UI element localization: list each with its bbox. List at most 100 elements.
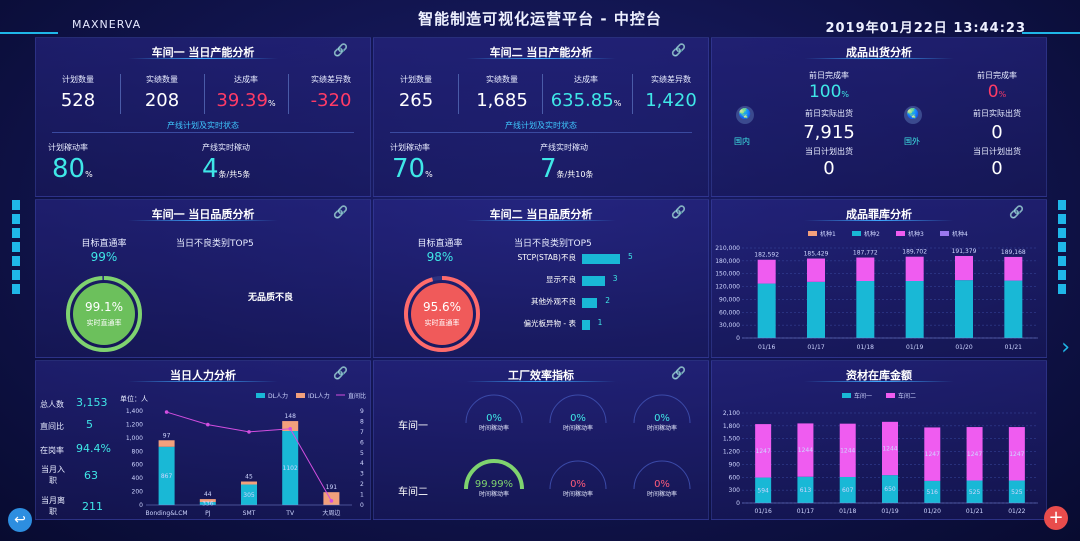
gauge-value: 0% [570, 413, 586, 424]
bar-idl [282, 421, 299, 432]
bar-inner-label: 336 [202, 501, 214, 508]
link-icon[interactable]: 🔗 [333, 43, 348, 57]
y2-tick-label: 6 [360, 439, 364, 446]
defect-value: 1 [597, 318, 603, 327]
q2-title: 车间二 当日品质分析 [489, 208, 593, 221]
gauge-value: 0% [486, 413, 502, 424]
bar-segment [955, 280, 973, 338]
target-label: 目标直通率 [417, 239, 463, 249]
divider [288, 74, 289, 114]
bar-idl [323, 492, 340, 505]
divider [632, 74, 633, 114]
direct-label: 直间比 [40, 422, 64, 431]
page-title: 智能制造可视化运营平台 - 中控台 [418, 10, 662, 28]
bar-top-label: 45 [245, 474, 253, 481]
link-icon[interactable]: 🔗 [1009, 205, 1024, 219]
bar-top-label: 97 [163, 432, 171, 439]
defect-value: 5 [628, 252, 633, 261]
bar-segment [755, 477, 772, 503]
header-line-right [1022, 0, 1080, 34]
x-tick-label: PJ [205, 510, 211, 517]
bar-segment-label: 525 [1011, 489, 1023, 496]
defect-name: 显示不良 [546, 275, 576, 284]
legend-label: 直间比 [348, 392, 366, 400]
gauge-value: 99.99% [475, 479, 513, 490]
legend-swatch [296, 393, 305, 398]
legend-label: 机种2 [864, 230, 880, 238]
gauge-label: 时间稼动率 [647, 490, 677, 498]
gauge-track [633, 394, 691, 424]
y-tick-label: 1,200 [126, 421, 143, 428]
title-underline [466, 220, 616, 221]
link-icon[interactable]: 🔗 [333, 366, 348, 380]
legend-label: 机种4 [952, 230, 968, 238]
gauge-track [549, 394, 607, 424]
y2-tick-label: 3 [360, 471, 364, 478]
bar-segment [856, 257, 875, 281]
util-value: 70% [392, 154, 433, 184]
divider [204, 74, 205, 114]
bar-segment-label: 1244 [798, 447, 813, 454]
legend-label: 车间一 [854, 392, 872, 400]
bar-segment-label: 1247 [925, 451, 940, 458]
q1-pct-label: 实时直通率 [86, 319, 122, 327]
y-tick-label: 800 [132, 448, 144, 455]
bar-total-label: 189,168 [1001, 249, 1026, 256]
next-page-chevron-icon[interactable]: › [1061, 335, 1070, 360]
legend-label: 车间二 [898, 392, 916, 400]
legend-label: IDL人力 [308, 392, 330, 400]
eff-title: 工厂效率指标 [508, 369, 574, 382]
link-icon[interactable]: 🔗 [671, 43, 686, 57]
link-icon[interactable]: 🔗 [671, 205, 686, 219]
in-value: 63 [84, 469, 98, 482]
total-label: 总人数 [40, 400, 64, 409]
bar-segment-label: 1247 [1009, 451, 1024, 458]
y-tick-label: 200 [132, 489, 144, 496]
l-plan-label: 当日计划出货 [805, 147, 853, 156]
eff-gauges: 0%时间稼动率0%时间稼动率0%时间稼动率99.99%时间稼动率0%时间稼动率0… [464, 394, 691, 498]
defect-row: 显示不良 3 [474, 274, 704, 288]
gauge-label: 时间稼动率 [479, 424, 509, 432]
domestic-label: 国内 [734, 137, 750, 146]
util-unit: % [85, 170, 93, 179]
y-tick-label: 2,100 [723, 410, 740, 417]
title-underline [128, 220, 278, 221]
y-tick-label: 1,200 [723, 449, 740, 456]
title-underline [804, 381, 954, 382]
link-icon[interactable]: 🔗 [333, 205, 348, 219]
y2-tick-label: 9 [360, 408, 364, 415]
link-icon[interactable]: 🔗 [671, 366, 686, 380]
bar-dl [158, 446, 175, 505]
total-value: 3,153 [76, 396, 108, 409]
ship-title: 成品出货分析 [846, 46, 912, 59]
actual-label: 实绩数量 [146, 75, 178, 84]
back-icon[interactable]: ↩ [8, 508, 32, 532]
bar-segment [797, 423, 814, 477]
bar-segment [955, 255, 973, 281]
r-rate-unit: % [998, 90, 1007, 99]
gauge-label: 时间稼动率 [563, 490, 593, 498]
bar-dl [241, 484, 257, 505]
y-tick-label: 600 [729, 474, 741, 481]
x-tick-label: 01/16 [754, 508, 771, 515]
line-label: 产线实时稼动 [202, 143, 250, 152]
row1-label: 车间一 [398, 421, 428, 432]
legend-swatch [808, 231, 817, 236]
bar-inner-label: 867 [161, 473, 173, 480]
globe-icon: 🌏 [736, 106, 754, 124]
bar-top-label: 148 [284, 413, 296, 420]
y2-tick-label: 4 [360, 460, 364, 467]
cap2-title: 车间二 当日产能分析 [489, 46, 593, 59]
add-icon[interactable]: + [1044, 506, 1068, 530]
bar-segment [1004, 256, 1023, 281]
diff-value: -320 [310, 90, 352, 111]
inv-chart: 机种1 机种2 机种3 机种4 0 30,000 60,000 90,000 120,000 15… [715, 230, 1038, 351]
x-tick-label: SMT [243, 510, 256, 517]
y-tick-label: 0 [736, 500, 740, 507]
bar-total-label: 182,592 [754, 252, 779, 259]
target-label: 目标直通率 [81, 239, 127, 249]
globe-icon: 🌏 [904, 106, 922, 124]
x-tick-label: 01/21 [1005, 344, 1022, 351]
divider [390, 132, 692, 133]
hr-panel: 当日人力分析 🔗 总人数 3,153 直间比 5 在岗率 94.4% 当月入职 … [35, 360, 371, 520]
